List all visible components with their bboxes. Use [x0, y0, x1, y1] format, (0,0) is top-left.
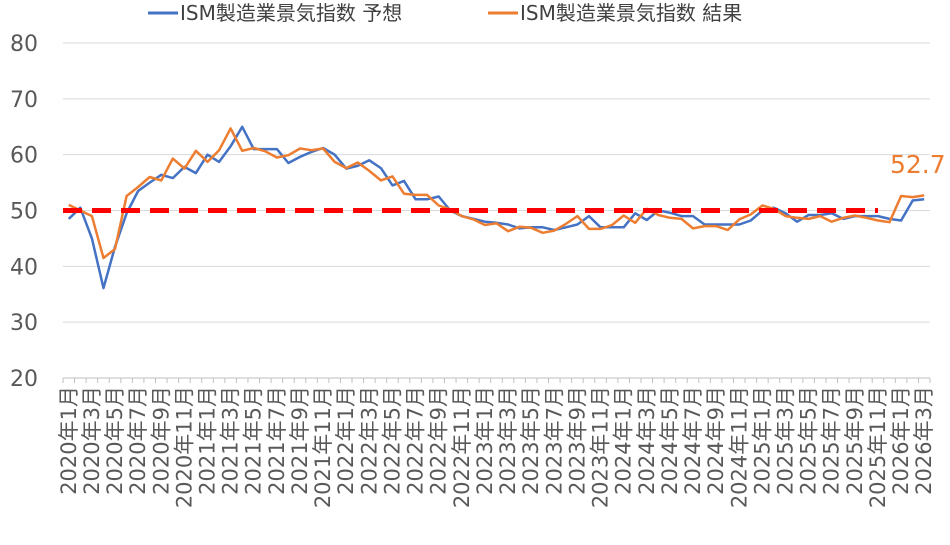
- x-tick-label: 2020年3月: [80, 386, 104, 495]
- x-tick-label: 2025年11月: [866, 386, 890, 508]
- series-lines: [67, 125, 925, 290]
- y-tick-label: 60: [10, 144, 38, 169]
- x-tick-label: 2025年1月: [750, 386, 774, 495]
- y-tick-label: 50: [10, 200, 38, 225]
- x-tick-label: 2025年3月: [774, 386, 798, 495]
- x-tick-label: 2024年1月: [612, 386, 636, 495]
- x-tick-label: 2023年11月: [589, 386, 613, 508]
- legend-label-forecast: ISM製造業景気指数 予想: [180, 1, 402, 25]
- x-tick-label: 2021年9月: [288, 386, 312, 495]
- x-tick-label: 2023年3月: [496, 386, 520, 495]
- x-tick-label: 2022年7月: [404, 386, 428, 495]
- legend-label-actual: ISM製造業景気指数 結果: [520, 1, 742, 25]
- x-tick-label: 2022年9月: [427, 386, 451, 495]
- x-tick-label: 2024年5月: [658, 386, 682, 495]
- x-tick-label: 2024年11月: [727, 386, 751, 508]
- y-tick-label: 30: [10, 311, 38, 336]
- series-line-actual: [68, 127, 925, 260]
- legend: ISM製造業景気指数 予想 ISM製造業景気指数 結果: [148, 1, 742, 25]
- x-tick-label: 2023年9月: [565, 386, 589, 495]
- x-tick-label: 2021年7月: [265, 386, 289, 495]
- y-axis: 20 30 40 50 60 70 80: [10, 32, 38, 392]
- x-tick-label: 2020年1月: [57, 386, 81, 495]
- x-tick-label: 2020年5月: [103, 386, 127, 495]
- last-value-label: 52.7: [890, 150, 946, 179]
- x-tick-label: 2021年3月: [219, 386, 243, 495]
- x-tick-label: 2020年9月: [149, 386, 173, 495]
- x-tick-label: 2024年7月: [681, 386, 705, 495]
- y-tick-label: 80: [10, 32, 38, 57]
- x-tick-label: 2026年1月: [889, 386, 913, 495]
- x-tick-label: 2021年11月: [311, 386, 335, 508]
- x-tick-label: 2022年3月: [357, 386, 381, 495]
- x-tick-label: 2023年1月: [473, 386, 497, 495]
- x-tick-label: 2024年9月: [704, 386, 728, 495]
- x-axis: 2020年1月 2020年3月 2020年5月 2020年7月 2020年9月 2020年…: [57, 378, 936, 508]
- y-tick-label: 40: [10, 255, 38, 280]
- x-tick-label: 2022年5月: [380, 386, 404, 495]
- y-tick-label: 70: [10, 88, 38, 113]
- x-tick-label: 2020年7月: [126, 386, 150, 495]
- x-tick-label: 2025年7月: [820, 386, 844, 495]
- x-tick-label: 2024年3月: [635, 386, 659, 495]
- y-tick-label: 20: [10, 367, 38, 392]
- x-tick-label: 2025年9月: [843, 386, 867, 495]
- x-tick-label: 2020年11月: [172, 386, 196, 508]
- x-tick-label: 2023年5月: [519, 386, 543, 495]
- x-tick-label: 2022年1月: [334, 386, 358, 495]
- x-tick-label: 2026年3月: [912, 386, 936, 495]
- x-tick-label: 2021年1月: [196, 386, 220, 495]
- x-tick-label: 2025年5月: [797, 386, 821, 495]
- x-tick-label: 2021年5月: [242, 386, 266, 495]
- x-tick-label: 2022年11月: [450, 386, 474, 508]
- x-tick-label: 2023年7月: [542, 386, 566, 495]
